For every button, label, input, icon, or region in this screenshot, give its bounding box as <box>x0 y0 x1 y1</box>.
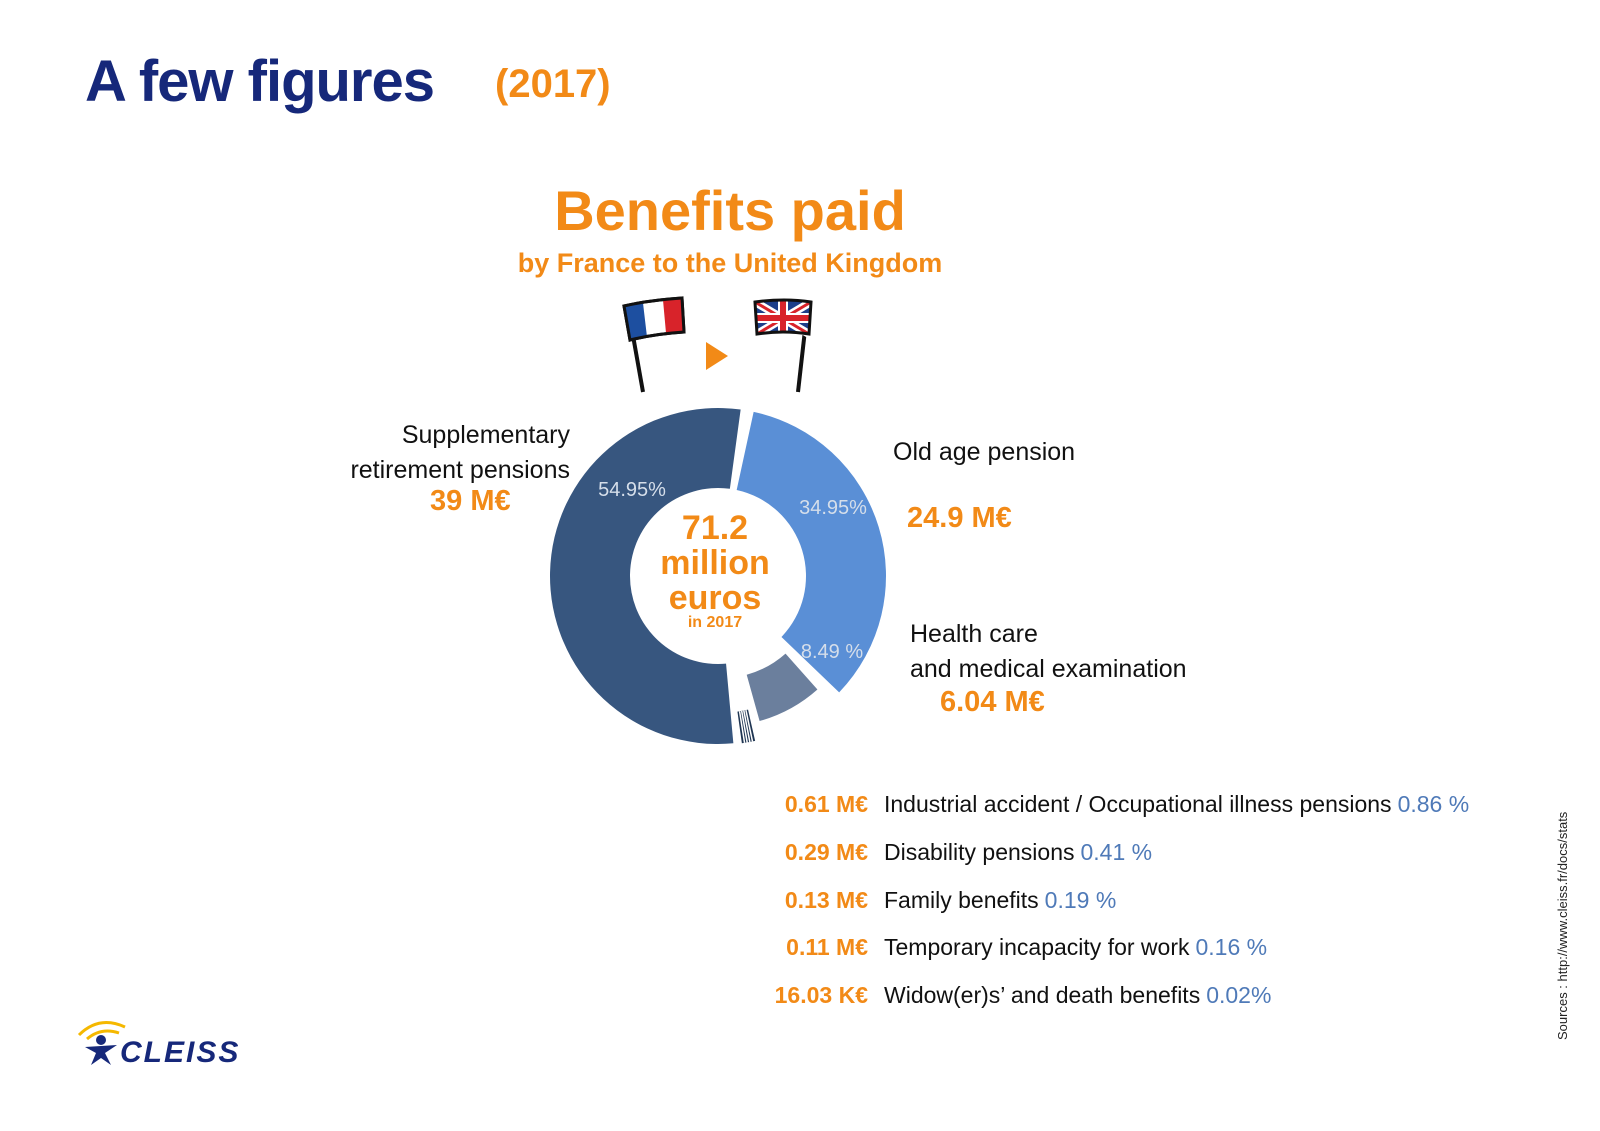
label-health-line1: Health care <box>910 620 1038 648</box>
minor-percent: 0.02% <box>1206 981 1272 1008</box>
slice-percent-label-health: 8.49 % <box>801 641 863 663</box>
list-item: 16.03 K€ Widow(er)s’ and death benefits … <box>720 975 1272 1015</box>
minor-slice-divider <box>740 710 748 743</box>
minor-slice-divider <box>743 710 751 743</box>
label-supplementary-line1: Supplementary <box>401 421 570 449</box>
minor-percent: 0.86 % <box>1397 790 1470 817</box>
center-total-unit: million <box>660 544 770 582</box>
sources-note: Sources : http://www.cleiss.fr/docs/stat… <box>1555 811 1570 1040</box>
center-total-value: 71.2 <box>681 509 749 547</box>
minor-amount: 0.29 M€ <box>784 838 868 865</box>
minor-slice-divider <box>745 709 754 742</box>
list-item: 0.29 M€ Disability pensions 0.41 % <box>720 832 1152 872</box>
slice-old-age-pension <box>736 411 886 693</box>
cleiss-logo-icon <box>77 1021 126 1065</box>
label-supplementary-line2: retirement pensions <box>350 456 570 484</box>
minor-percent: 0.16 % <box>1195 933 1268 960</box>
minor-percent: 0.41 % <box>1080 838 1153 865</box>
minor-label: Temporary incapacity for work <box>884 933 1190 960</box>
center-total-currency: euros <box>668 579 762 617</box>
france-flag-icon <box>622 296 686 393</box>
slice-health-care <box>746 653 818 722</box>
page-year: (2017) <box>495 62 611 106</box>
slice-percent-label-supplementary: 54.95% <box>598 479 666 501</box>
amount-old-age: 24.9 M€ <box>907 502 1012 534</box>
list-item: 0.61 M€ Industrial accident / Occupation… <box>720 784 1469 824</box>
slice-supplementary-retirement <box>550 408 741 744</box>
minor-slice-divider <box>738 711 746 744</box>
minor-label: Disability pensions <box>884 838 1075 865</box>
minor-amount: 0.13 M€ <box>784 886 868 913</box>
minor-label: Family benefits <box>884 886 1039 913</box>
minor-amount: 16.03 K€ <box>774 981 868 1008</box>
uk-flag-icon <box>752 298 814 393</box>
donut-chart: 54.95% 34.95% 8.49 % <box>550 408 886 744</box>
chart-subtitle: by France to the United Kingdom <box>517 248 943 278</box>
list-item: 0.11 M€ Temporary incapacity for work 0.… <box>720 927 1267 967</box>
page-title: A few figures <box>85 49 435 114</box>
arrow-right-icon <box>706 342 728 370</box>
minor-label: Widow(er)s’ and death benefits <box>884 981 1201 1008</box>
minor-amount: 0.61 M€ <box>784 790 868 817</box>
center-total-year: in 2017 <box>687 614 743 631</box>
amount-supplementary: 39 M€ <box>430 485 511 517</box>
amount-health: 6.04 M€ <box>940 686 1045 718</box>
minor-label: Industrial accident / Occupational illne… <box>884 790 1392 817</box>
list-item: 0.13 M€ Family benefits 0.19 % <box>720 880 1116 920</box>
chart-title: Benefits paid <box>554 179 906 242</box>
cleiss-logo-text: CLEISS <box>120 1036 241 1069</box>
label-old-age: Old age pension <box>893 438 1076 466</box>
minor-amount: 0.11 M€ <box>786 933 868 960</box>
label-health-line2: and medical examination <box>910 655 1187 683</box>
slice-percent-label-old-age: 34.95% <box>799 497 867 519</box>
minor-percent: 0.19 % <box>1044 886 1117 913</box>
